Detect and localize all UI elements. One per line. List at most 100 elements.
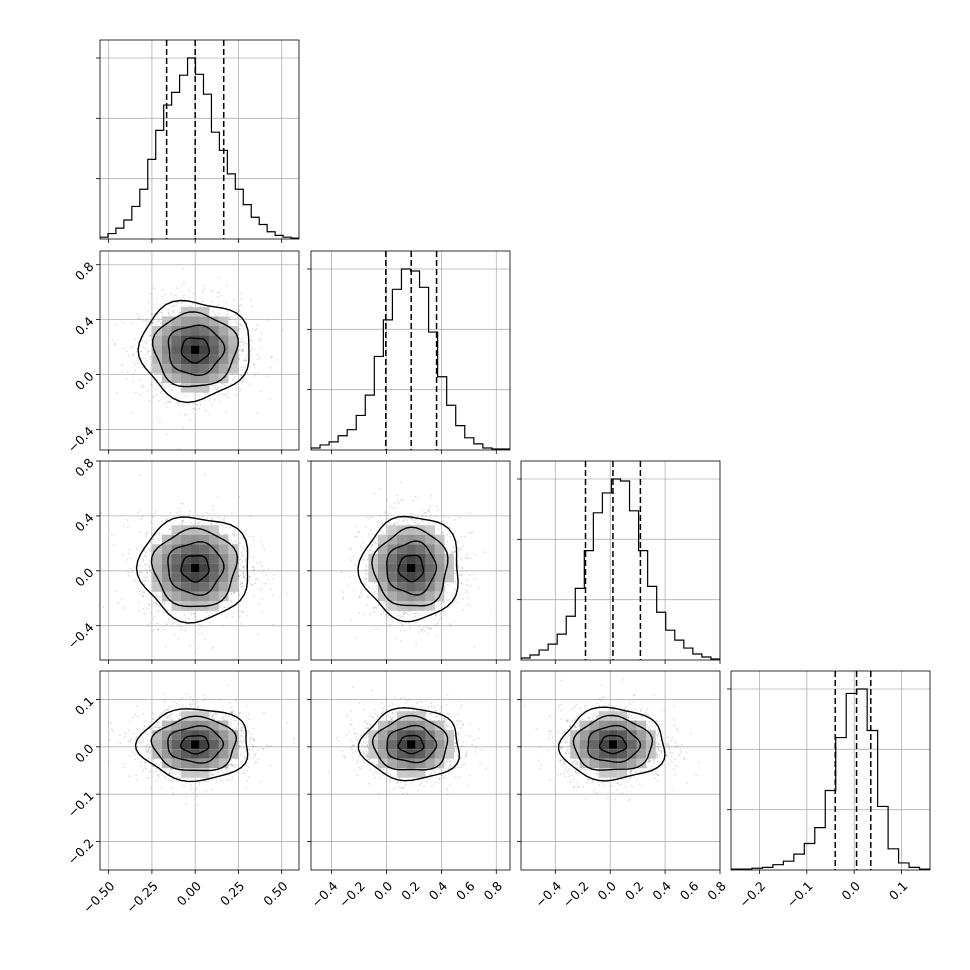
scatter-point <box>458 547 461 549</box>
scatter-point <box>138 590 141 593</box>
scatter-point <box>147 389 150 392</box>
density-cell <box>171 525 181 535</box>
scatter-point <box>414 615 416 618</box>
scatter-point <box>143 550 146 552</box>
scatter-point <box>167 312 170 314</box>
density-cell <box>209 591 219 602</box>
scatter-point <box>161 602 164 605</box>
scatter-point <box>245 357 248 359</box>
scatter-point <box>240 341 243 344</box>
scatter-point <box>176 301 179 304</box>
scatter-point <box>439 603 441 605</box>
scatter-point <box>238 558 241 561</box>
contour-level-2 <box>167 541 225 597</box>
scatter-point <box>150 313 153 315</box>
scatter-point <box>240 375 243 377</box>
scatter-point <box>123 347 125 350</box>
scatter-point <box>401 624 404 626</box>
density-cell <box>218 316 229 327</box>
scatter-point <box>249 535 251 538</box>
scatter-point <box>353 555 355 558</box>
scatter-point <box>410 512 412 515</box>
scatter-point <box>252 745 255 748</box>
scatter-point <box>285 593 288 596</box>
density-cell <box>190 373 200 384</box>
scatter-point <box>156 724 159 727</box>
scatter-point <box>217 388 219 390</box>
scatter-point <box>243 341 246 343</box>
scatter-point <box>234 529 237 531</box>
density-cell <box>209 534 219 545</box>
scatter-point <box>224 384 226 386</box>
scatter-point <box>408 622 411 625</box>
scatter-point <box>191 407 194 410</box>
scatter-point <box>260 588 262 591</box>
scatter-point <box>233 314 236 317</box>
scatter-point <box>142 739 145 742</box>
scatter-point <box>244 369 246 372</box>
scatter-point <box>159 311 162 314</box>
scatter-point <box>189 419 191 422</box>
scatter-point <box>154 595 157 597</box>
density-cell <box>190 326 200 336</box>
scatter-point <box>251 348 254 350</box>
scatter-point <box>130 346 132 349</box>
scatter-point <box>229 759 232 762</box>
scatter-point <box>249 383 252 385</box>
scatter-point <box>372 606 375 608</box>
scatter-point <box>159 392 162 395</box>
scatter-point <box>426 625 428 628</box>
scatter-point <box>121 553 124 556</box>
scatter-point <box>238 341 241 344</box>
scatter-point <box>217 296 220 298</box>
density-cell <box>199 373 210 384</box>
scatter-point <box>375 542 378 545</box>
scatter-point <box>394 638 397 640</box>
scatter-point <box>435 614 437 617</box>
scatter-point <box>243 359 246 362</box>
density-cell <box>434 544 445 554</box>
scatter-point <box>425 515 427 517</box>
scatter-point <box>235 719 238 721</box>
scatter-point <box>161 295 164 297</box>
density-cell <box>415 534 426 545</box>
scatter-point <box>257 372 260 374</box>
scatter-point <box>211 384 214 387</box>
scatter-point <box>373 492 376 495</box>
scatter-point <box>238 358 241 361</box>
scatter-point <box>183 413 186 416</box>
scatter-point <box>145 317 148 320</box>
scatter-point <box>145 568 147 571</box>
scatter-point <box>477 586 480 589</box>
scatter-point <box>362 613 364 615</box>
scatter-point <box>466 556 469 559</box>
scatter-point <box>412 519 415 522</box>
scatter-point <box>138 509 141 512</box>
scatter-point <box>233 591 236 594</box>
scatter-point <box>252 539 255 541</box>
scatter-point <box>454 550 456 552</box>
contour-level-4 <box>357 515 459 623</box>
scatter-point <box>135 391 137 394</box>
scatter-point <box>146 352 149 355</box>
scatter-point <box>134 739 137 741</box>
scatter-point <box>115 590 117 592</box>
density-cell <box>171 572 181 583</box>
density-cell <box>218 364 229 374</box>
scatter-point <box>254 579 257 581</box>
density-cell <box>180 572 191 583</box>
scatter-point <box>172 311 175 313</box>
scatter-point <box>226 314 229 316</box>
scatter-point <box>161 384 164 386</box>
scatter-point <box>372 550 374 553</box>
scatter-point <box>238 357 240 360</box>
density-cell <box>199 354 210 365</box>
scatter-point <box>242 572 245 574</box>
scatter-point <box>98 320 100 322</box>
scatter-point <box>460 582 463 585</box>
scatter-point <box>241 611 244 613</box>
scatter-point <box>450 550 452 552</box>
density-cell <box>387 572 397 583</box>
density-cell <box>190 582 200 592</box>
scatter-point <box>156 622 159 625</box>
